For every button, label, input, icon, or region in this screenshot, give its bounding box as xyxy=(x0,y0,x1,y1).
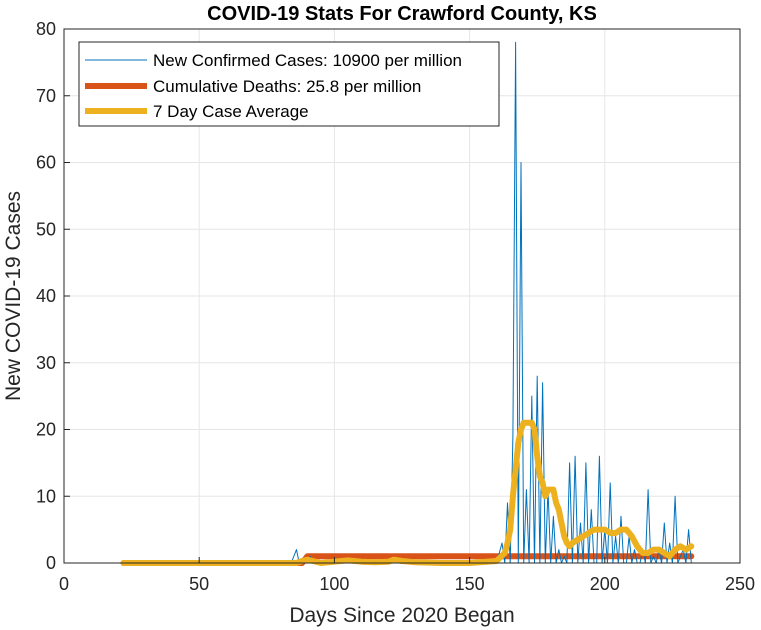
y-tick-label: 80 xyxy=(36,19,56,39)
legend-label-deaths: Cumulative Deaths: 25.8 per million xyxy=(153,77,421,96)
y-tick-label: 40 xyxy=(36,286,56,306)
legend-box xyxy=(78,41,500,127)
y-tick-label: 50 xyxy=(36,219,56,239)
x-tick-label: 50 xyxy=(189,574,209,594)
x-tick-label: 0 xyxy=(59,574,69,594)
x-tick-label: 150 xyxy=(455,574,485,594)
y-tick-label: 70 xyxy=(36,86,56,106)
series-seven-day-average-line xyxy=(120,419,695,566)
chart-title: COVID-19 Stats For Crawford County, KS xyxy=(207,3,597,25)
x-tick-label: 100 xyxy=(319,574,349,594)
x-axis-label: Days Since 2020 Began xyxy=(289,604,514,627)
y-tick-label: 60 xyxy=(36,153,56,173)
y-axis-ticks: 0 10 20 30 40 50 60 70 80 xyxy=(36,19,70,573)
y-tick-label: 30 xyxy=(36,353,56,373)
legend-label-average: 7 Day Case Average xyxy=(153,102,309,121)
y-tick-label: 10 xyxy=(36,486,56,506)
x-tick-label: 200 xyxy=(590,574,620,594)
y-axis-label: New COVID-19 Cases xyxy=(2,191,25,401)
x-tick-label: 250 xyxy=(725,574,755,594)
legend-label-new-cases: New Confirmed Cases: 10900 per million xyxy=(153,51,462,70)
y-tick-label: 0 xyxy=(46,553,56,573)
series-new-cases-line xyxy=(123,41,692,564)
x-axis-ticks: 0 50 100 150 200 250 xyxy=(59,557,755,594)
legend: New Confirmed Cases: 10900 per million C… xyxy=(78,41,500,127)
y-tick-label: 20 xyxy=(36,420,56,440)
